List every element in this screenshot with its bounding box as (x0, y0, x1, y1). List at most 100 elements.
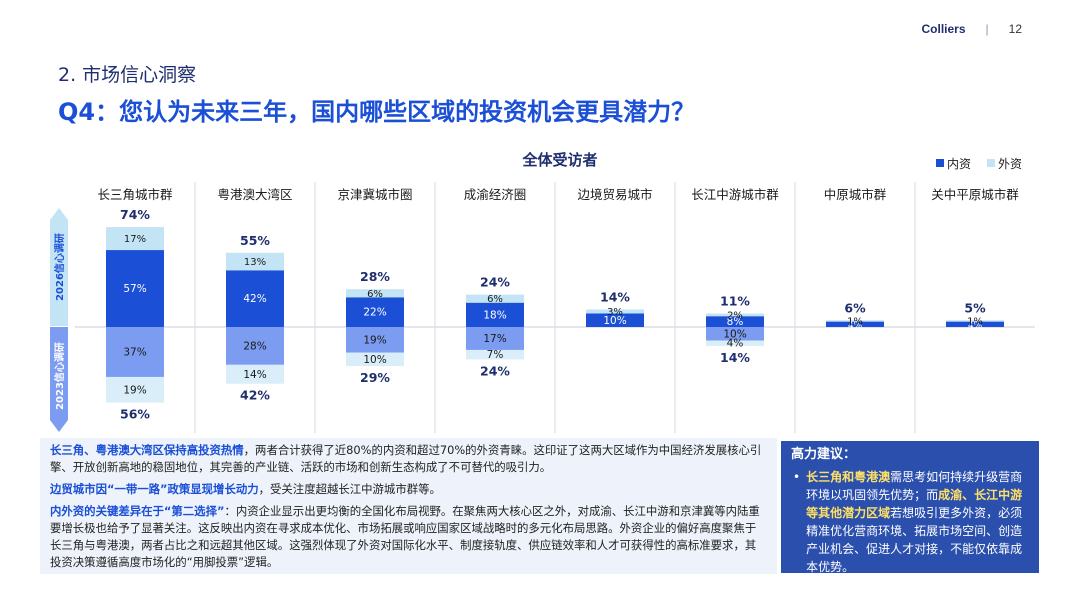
bar-domestic-2023 (346, 327, 404, 353)
data-label-domestic-2023: 19% (363, 334, 386, 346)
legend-label-foreign: 外资 (998, 157, 1022, 171)
insights-panel: 长三角、粤港澳大湾区保持高投资热情，两者合计获得了近80%的内资和超过70%的外… (40, 438, 777, 574)
bars-layer: 长三角城市群 57% 17% 74% 37% 19% 56% 粤港澳大湾区 42% 13% 55% 2… (75, 182, 1035, 433)
advice-highlight-1: 长三角和粤港澳 (806, 470, 891, 484)
insight-1: 长三角、粤港澳大湾区保持高投资热情，两者合计获得了近80%的内资和超过70%的外… (50, 442, 767, 476)
data-label-foreign-2023: 19% (123, 384, 146, 396)
advice-text-1: 需思考如何持续升级营商环境以巩固领先优势；而 (806, 470, 1023, 502)
insight-2-highlight: 边贸城市因“一带一路”政策显现增长动力 (50, 482, 259, 496)
row-label-arrow-2023 (50, 327, 68, 432)
advice-highlight-2: 成渝、长江中游等其他潜力区域 (806, 488, 1023, 520)
total-label-2023: 42% (240, 388, 270, 403)
row-label-arrow-2026 (50, 208, 68, 326)
bar-foreign-2026 (586, 309, 644, 314)
top-bar: Colliers | 12 (922, 22, 1023, 36)
legend: 内资 外资 (936, 157, 1022, 171)
data-label-domestic-2023: 17% (483, 333, 506, 345)
bullet-icon: • (793, 470, 801, 484)
total-label-2023: 56% (120, 407, 150, 422)
bar-foreign-2026 (946, 320, 1004, 322)
bar-domestic-2026 (346, 297, 404, 327)
total-label-2023: 14% (720, 350, 750, 365)
data-label-domestic-2023: 10% (723, 328, 746, 340)
total-label-2023: 29% (360, 370, 390, 385)
bar-foreign-2023 (466, 349, 524, 360)
insight-3: 内外资的关键差异在于“第二选择”：内资企业显示出更均衡的全国化布局视野。在聚焦两… (50, 503, 767, 571)
bar-domestic-2023 (706, 327, 764, 341)
bar-domestic-2026 (706, 316, 764, 327)
category-label: 成渝经济圈 (464, 187, 527, 202)
insight-1-text: ，两者合计获得了近80%的内资和超过70%的外资青睐。这印证了这两大区域作为中国… (50, 443, 762, 474)
data-label-foreign-2023: 4% (727, 338, 744, 350)
data-label-foreign-2026: 13% (244, 257, 266, 268)
advice-text: 长三角和粤港澳需思考如何持续升级营商环境以巩固领先优势；而成渝、长江中游等其他潜… (806, 468, 1029, 576)
bar-foreign-2023 (346, 352, 404, 367)
total-label-2026: 74% (120, 207, 150, 222)
data-label-domestic-2026: 57% (123, 283, 146, 295)
data-label-domestic-2023: 28% (243, 340, 266, 352)
total-label-2026: 11% (720, 294, 750, 309)
row-label-2023: 2023信心调研 (53, 342, 66, 410)
data-label-domestic-2026: 4% (968, 321, 983, 331)
bar-foreign-2026 (826, 320, 884, 322)
bar-foreign-2026 (106, 227, 164, 251)
bar-foreign-2026 (226, 252, 284, 271)
bar-foreign-2023 (106, 376, 164, 403)
category-label: 关中平原城市群 (931, 187, 1019, 202)
data-label-foreign-2026: 6% (367, 289, 383, 300)
data-label-foreign-2026: 3% (607, 307, 623, 318)
bar-domestic-2026 (826, 321, 884, 327)
data-label-domestic-2026: 22% (363, 307, 386, 319)
bar-foreign-2023 (706, 340, 764, 346)
bar-foreign-2026 (706, 313, 764, 317)
insight-3-text: ：内资企业显示出更均衡的全国化布局视野。在聚焦两大核心区之外，对成渝、长江中游和… (50, 504, 760, 569)
header-separator: | (985, 22, 989, 36)
bar-domestic-2026 (106, 250, 164, 327)
data-label-foreign-2026: 6% (487, 294, 503, 305)
legend-swatch-domestic (936, 159, 944, 167)
total-label-2026: 55% (240, 233, 270, 248)
category-label: 长江中游城市群 (691, 187, 779, 202)
total-label-2026: 14% (600, 289, 630, 304)
bar-foreign-2026 (346, 289, 404, 298)
row-labels: 2026信心调研 2023信心调研 (50, 208, 68, 432)
question-title: Q4：您认为未来三年，国内哪些区域的投资机会更具潜力？ (58, 98, 696, 126)
insight-3-highlight: 内外资的关键差异在于“第二选择” (50, 504, 225, 518)
category-label: 粤港澳大湾区 (217, 187, 292, 202)
total-label-2026: 24% (480, 275, 510, 290)
total-label-2026: 5% (964, 300, 986, 315)
data-label-domestic-2026: 10% (603, 315, 626, 327)
category-label: 边境贸易城市 (577, 187, 652, 202)
advice-body: • 长三角和粤港澳需思考如何持续升级营商环境以巩固领先优势；而成渝、长江中游等其… (791, 468, 1029, 576)
data-label-foreign-2026: 2% (727, 310, 743, 321)
advice-text-2: 若想吸引更多外资，必须精准优化营商环境、拓展市场空间、创造产业机会、促进人才对接… (806, 506, 1023, 574)
data-label-domestic-2026: 42% (243, 293, 266, 305)
legend-label-domestic: 内资 (947, 157, 971, 171)
insight-1-highlight: 长三角、粤港澳大湾区保持高投资热情 (50, 443, 244, 457)
data-label-domestic-2026: 8% (727, 316, 744, 328)
total-label-2026: 6% (844, 300, 866, 315)
data-label-foreign-2023: 10% (363, 354, 386, 366)
row-label-2026: 2026信心调研 (53, 233, 66, 301)
bar-domestic-2023 (106, 327, 164, 377)
section-title: 2. 市场信心洞察 (58, 64, 197, 86)
data-label-domestic-2023: 37% (123, 346, 146, 358)
bar-domestic-2023 (226, 327, 284, 365)
bar-domestic-2026 (586, 313, 644, 327)
data-label-domestic-2026: 18% (483, 309, 506, 321)
bar-domestic-2026 (946, 321, 1004, 327)
bar-foreign-2023 (226, 364, 284, 384)
page-number: 12 (1008, 22, 1022, 36)
data-label-foreign-2023: 14% (243, 369, 266, 381)
advice-title: 高力建议： (791, 447, 857, 462)
total-label-2023: 24% (480, 363, 510, 378)
brand-logo-text: Colliers (921, 22, 966, 36)
advice-panel: 高力建议： • 长三角和粤港澳需思考如何持续升级营商环境以巩固领先优势；而成渝、… (781, 441, 1039, 576)
data-label-domestic-2026: 4% (848, 321, 863, 331)
bar-domestic-2023 (466, 327, 524, 350)
insight-2-text: ，受关注度超越长江中游城市群等。 (258, 482, 441, 496)
chart-title: 全体受访者 (521, 151, 597, 169)
data-label-foreign-2026: 17% (124, 234, 146, 245)
legend-swatch-foreign (987, 159, 995, 167)
data-label-foreign-2026: 1% (967, 316, 983, 327)
